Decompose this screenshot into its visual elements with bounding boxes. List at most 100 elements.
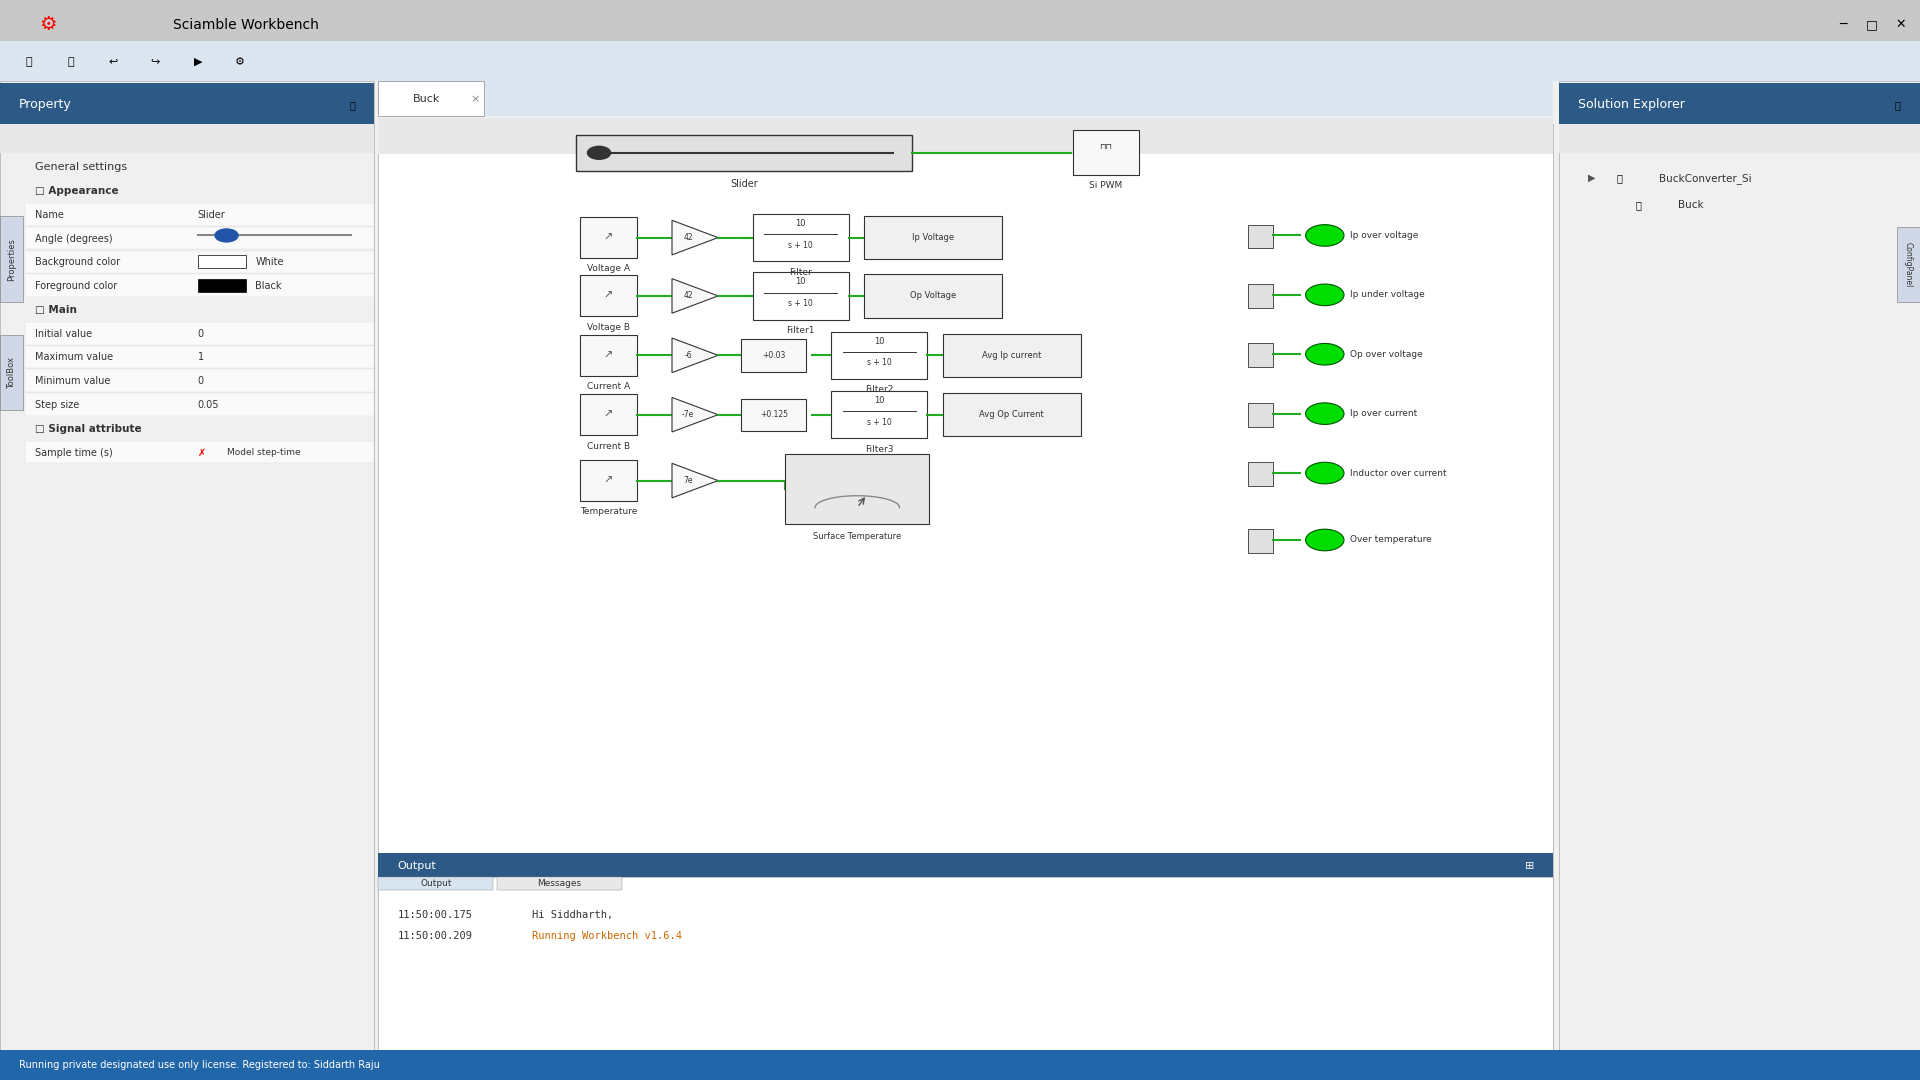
FancyBboxPatch shape <box>753 272 849 320</box>
Text: Avg Ip current: Avg Ip current <box>983 351 1041 360</box>
Text: 0.05: 0.05 <box>198 400 219 410</box>
Text: 11:50:00.209: 11:50:00.209 <box>397 931 472 942</box>
Text: Op Voltage: Op Voltage <box>910 292 956 300</box>
Text: Sample time (s): Sample time (s) <box>35 447 111 458</box>
FancyBboxPatch shape <box>25 393 374 416</box>
Text: ↗: ↗ <box>605 232 612 243</box>
FancyBboxPatch shape <box>198 279 246 292</box>
FancyBboxPatch shape <box>741 339 806 372</box>
Polygon shape <box>672 279 718 313</box>
Text: Running private designated use only license. Registered to: Siddarth Raju: Running private designated use only lice… <box>19 1059 380 1070</box>
FancyBboxPatch shape <box>1073 130 1139 175</box>
Text: -6: -6 <box>684 351 691 360</box>
Text: Inductor over current: Inductor over current <box>1350 469 1446 477</box>
Text: s + 10: s + 10 <box>789 299 812 308</box>
Text: ↩: ↩ <box>109 56 117 67</box>
FancyBboxPatch shape <box>1248 343 1273 367</box>
Text: Ip under voltage: Ip under voltage <box>1350 291 1425 299</box>
Text: ↗: ↗ <box>605 350 612 361</box>
FancyBboxPatch shape <box>25 178 374 202</box>
Text: s + 10: s + 10 <box>868 418 891 427</box>
FancyBboxPatch shape <box>378 877 493 890</box>
Text: Model step-time: Model step-time <box>227 448 300 457</box>
FancyBboxPatch shape <box>753 214 849 261</box>
FancyBboxPatch shape <box>831 332 927 379</box>
Text: 1: 1 <box>198 352 204 363</box>
Text: ↗: ↗ <box>605 475 612 486</box>
Text: Filter1: Filter1 <box>787 326 814 335</box>
Text: Buck: Buck <box>1678 200 1703 211</box>
Text: Surface Temperature: Surface Temperature <box>814 532 900 541</box>
Text: 10: 10 <box>874 337 885 346</box>
Text: ✗: ✗ <box>198 447 205 458</box>
Text: Property: Property <box>19 98 71 111</box>
FancyBboxPatch shape <box>25 369 374 392</box>
Text: -7e: -7e <box>682 410 695 419</box>
Text: Output: Output <box>420 879 451 888</box>
FancyBboxPatch shape <box>0 41 1920 81</box>
Text: +0.03: +0.03 <box>762 351 785 360</box>
Text: Initial value: Initial value <box>35 328 92 339</box>
Text: 10: 10 <box>795 219 806 228</box>
Text: 📌: 📌 <box>349 99 355 110</box>
Text: ×: × <box>470 94 480 105</box>
Text: Avg Op Current: Avg Op Current <box>979 410 1044 419</box>
Text: 7e: 7e <box>684 476 693 485</box>
Text: Ip Voltage: Ip Voltage <box>912 233 954 242</box>
Text: ─: ─ <box>1839 18 1847 31</box>
Text: s + 10: s + 10 <box>868 359 891 367</box>
FancyBboxPatch shape <box>0 335 23 410</box>
Text: 0: 0 <box>198 328 204 339</box>
Circle shape <box>1306 225 1344 246</box>
Text: Voltage B: Voltage B <box>588 323 630 332</box>
Circle shape <box>1306 343 1344 365</box>
Text: Background color: Background color <box>35 257 119 268</box>
Text: □ Main: □ Main <box>35 305 77 315</box>
Text: Slider: Slider <box>198 210 225 220</box>
Text: Sciamble Workbench: Sciamble Workbench <box>173 18 319 31</box>
FancyBboxPatch shape <box>1559 81 1920 1080</box>
Text: Buck: Buck <box>413 94 440 105</box>
Text: Name: Name <box>35 210 63 220</box>
FancyBboxPatch shape <box>580 460 637 501</box>
Text: General settings: General settings <box>35 162 127 173</box>
FancyBboxPatch shape <box>741 399 806 431</box>
Polygon shape <box>672 397 718 432</box>
FancyBboxPatch shape <box>1248 225 1273 248</box>
FancyBboxPatch shape <box>580 394 637 435</box>
Text: ⚙: ⚙ <box>38 15 58 35</box>
FancyBboxPatch shape <box>198 255 246 268</box>
Text: ▶: ▶ <box>1588 173 1596 184</box>
Text: White: White <box>255 257 284 268</box>
FancyBboxPatch shape <box>25 274 374 297</box>
Text: ⚙: ⚙ <box>234 56 246 67</box>
Text: Output: Output <box>397 861 436 872</box>
FancyBboxPatch shape <box>378 877 1553 1050</box>
Text: Hi Siddharth,: Hi Siddharth, <box>532 909 612 920</box>
FancyBboxPatch shape <box>25 227 374 249</box>
Text: 42: 42 <box>684 292 693 300</box>
FancyBboxPatch shape <box>25 322 374 345</box>
Text: Messages: Messages <box>538 879 580 888</box>
Text: Black: Black <box>255 281 282 292</box>
Text: □ Signal attribute: □ Signal attribute <box>35 423 142 434</box>
FancyBboxPatch shape <box>25 251 374 273</box>
FancyBboxPatch shape <box>580 275 637 316</box>
FancyBboxPatch shape <box>0 83 374 124</box>
Text: Filter3: Filter3 <box>866 445 893 454</box>
Text: ↗: ↗ <box>605 291 612 301</box>
FancyBboxPatch shape <box>0 124 374 153</box>
FancyBboxPatch shape <box>25 154 374 178</box>
Text: Slider: Slider <box>730 178 758 189</box>
Text: ConfigPanel: ConfigPanel <box>1905 242 1912 287</box>
Text: Over temperature: Over temperature <box>1350 536 1432 544</box>
FancyBboxPatch shape <box>25 346 374 368</box>
FancyBboxPatch shape <box>785 454 929 524</box>
Text: BuckConverter_Si: BuckConverter_Si <box>1659 173 1751 184</box>
Text: Filter2: Filter2 <box>866 386 893 394</box>
Text: 10: 10 <box>874 396 885 405</box>
Text: Running Workbench v1.6.4: Running Workbench v1.6.4 <box>532 931 682 942</box>
Text: 💾: 💾 <box>67 56 75 67</box>
FancyBboxPatch shape <box>497 877 622 890</box>
Polygon shape <box>672 338 718 373</box>
